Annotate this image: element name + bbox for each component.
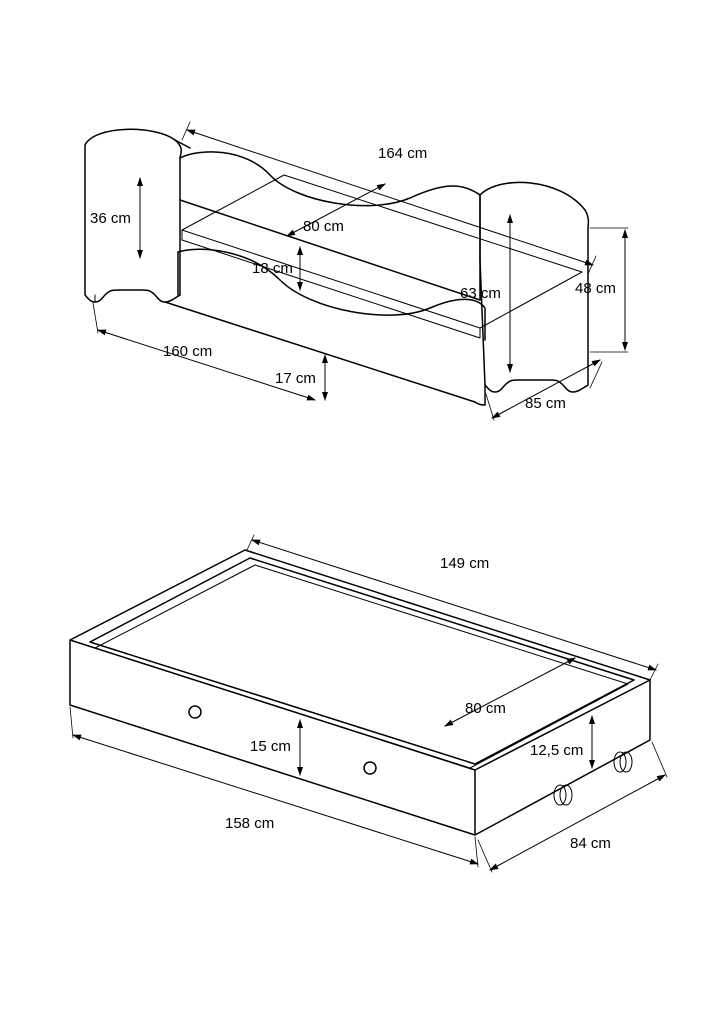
label-drawer-front-height: 15 cm <box>250 738 291 755</box>
label-bed-inner-width: 80 cm <box>303 218 344 235</box>
label-drawer-outer-length: 158 cm <box>225 815 274 832</box>
technical-drawing: 164 cm 80 cm 36 cm 18 cm 160 cm 17 cm 63… <box>0 0 724 1024</box>
label-bed-inner-length: 160 cm <box>163 343 212 360</box>
label-bed-clearance: 17 cm <box>275 370 316 387</box>
drawer-drawing <box>70 535 667 872</box>
label-bed-side-height: 36 cm <box>90 210 131 227</box>
label-bed-length: 164 cm <box>378 145 427 162</box>
label-drawer-width: 84 cm <box>570 835 611 852</box>
drawing-svg <box>0 0 724 1024</box>
label-bed-guard-height: 63 cm <box>460 285 501 302</box>
label-drawer-inner-length: 149 cm <box>440 555 489 572</box>
bed-drawing <box>85 122 628 420</box>
label-bed-width: 85 cm <box>525 395 566 412</box>
label-drawer-inner-width: 80 cm <box>465 700 506 717</box>
label-drawer-side-height: 12,5 cm <box>530 742 583 759</box>
label-bed-total-height: 48 cm <box>575 280 616 297</box>
label-bed-rail-height: 18 cm <box>252 260 293 277</box>
